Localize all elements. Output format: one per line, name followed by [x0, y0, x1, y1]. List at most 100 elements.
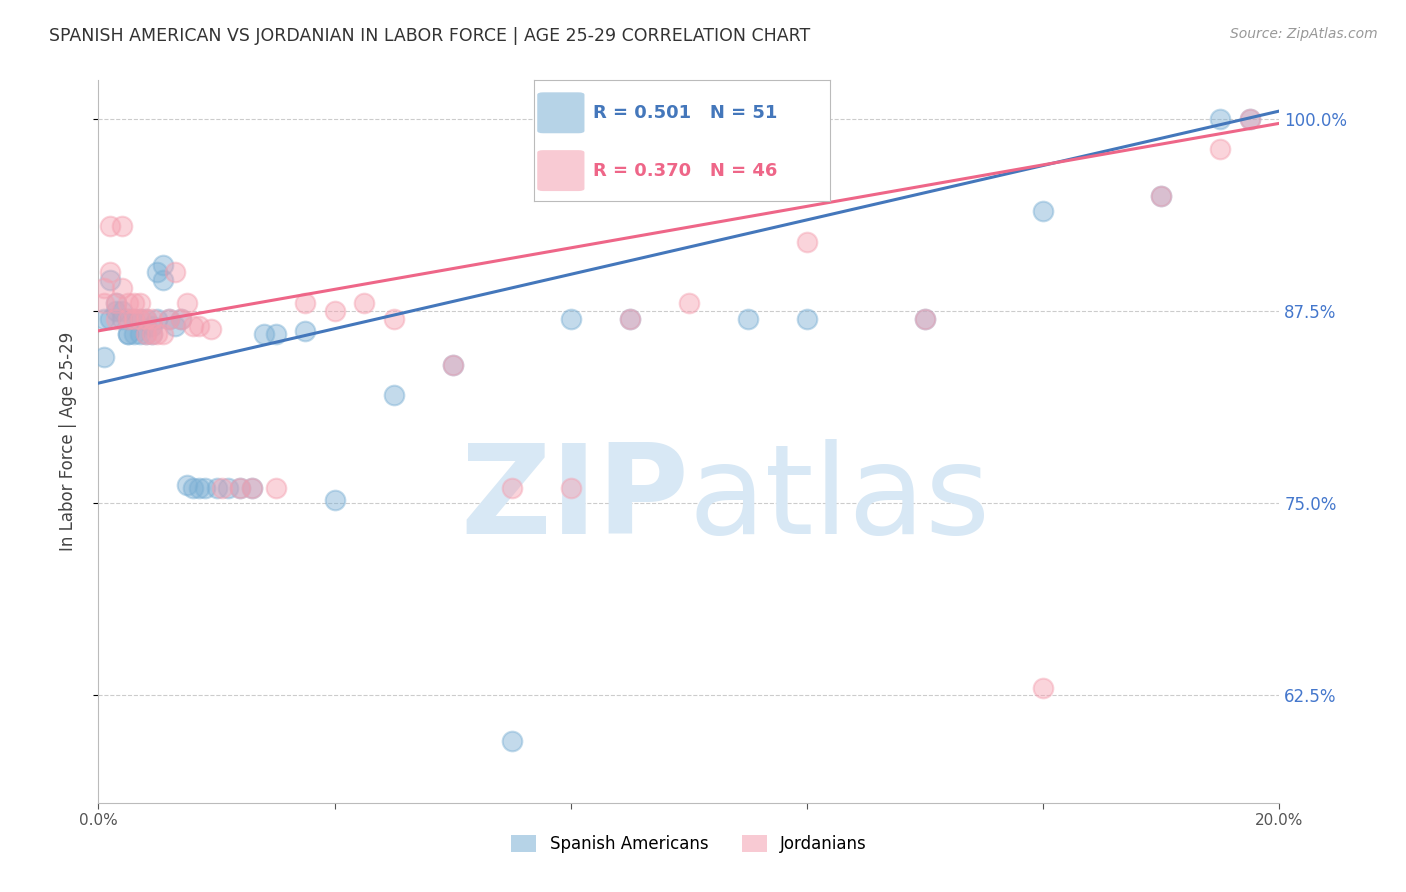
Point: [1239, 112, 1261, 126]
Point: [1032, 681, 1054, 695]
Point: [211, 481, 233, 495]
Point: [135, 326, 157, 341]
Point: [229, 481, 252, 495]
Point: [170, 311, 193, 326]
Point: [117, 311, 139, 326]
Point: [135, 326, 157, 341]
Point: [128, 296, 150, 310]
Point: [105, 304, 128, 318]
Point: [176, 477, 198, 491]
Point: [678, 296, 700, 310]
Point: [1150, 188, 1173, 202]
Point: [187, 481, 209, 495]
Point: [264, 326, 287, 341]
Point: [619, 311, 641, 326]
Point: [501, 481, 523, 495]
Point: [146, 326, 169, 341]
Y-axis label: In Labor Force | Age 25-29: In Labor Force | Age 25-29: [59, 332, 77, 551]
Point: [122, 311, 145, 326]
Legend: Spanish Americans, Jordanians: Spanish Americans, Jordanians: [505, 828, 873, 860]
Text: ZIP: ZIP: [460, 439, 689, 560]
Point: [353, 296, 375, 310]
FancyBboxPatch shape: [537, 150, 585, 191]
Point: [165, 319, 187, 334]
Point: [93, 311, 115, 326]
Point: [98, 311, 121, 326]
Text: SPANISH AMERICAN VS JORDANIAN IN LABOR FORCE | AGE 25-29 CORRELATION CHART: SPANISH AMERICAN VS JORDANIAN IN LABOR F…: [49, 27, 810, 45]
Point: [111, 219, 134, 234]
Point: [98, 265, 121, 279]
Point: [117, 326, 139, 341]
Point: [170, 311, 193, 326]
Point: [382, 311, 405, 326]
Point: [217, 481, 239, 495]
Point: [1209, 143, 1232, 157]
Point: [122, 326, 145, 341]
Point: [117, 326, 139, 341]
Point: [157, 311, 180, 326]
Point: [501, 734, 523, 748]
Point: [128, 326, 150, 341]
Point: [157, 311, 180, 326]
Point: [200, 322, 222, 336]
Point: [914, 311, 936, 326]
Point: [240, 481, 263, 495]
Point: [560, 481, 582, 495]
Point: [194, 481, 217, 495]
Point: [141, 311, 163, 326]
Point: [141, 326, 163, 341]
Point: [122, 296, 145, 310]
Point: [152, 326, 174, 341]
Point: [187, 319, 209, 334]
Point: [93, 296, 115, 310]
Point: [111, 311, 134, 326]
Point: [152, 273, 174, 287]
Point: [441, 358, 464, 372]
Point: [117, 311, 139, 326]
Point: [93, 281, 115, 295]
Point: [914, 311, 936, 326]
Point: [253, 326, 276, 341]
Point: [181, 481, 204, 495]
Point: [176, 296, 198, 310]
Point: [1032, 203, 1054, 218]
Text: atlas: atlas: [689, 439, 991, 560]
Point: [441, 358, 464, 372]
Point: [205, 481, 228, 495]
Point: [294, 296, 316, 310]
Point: [165, 265, 187, 279]
Point: [1150, 188, 1173, 202]
Point: [240, 481, 263, 495]
Point: [181, 319, 204, 334]
Point: [294, 324, 316, 338]
Point: [128, 311, 150, 326]
Point: [1209, 112, 1232, 126]
Point: [1239, 112, 1261, 126]
Point: [619, 311, 641, 326]
Point: [105, 311, 128, 326]
Text: R = 0.501   N = 51: R = 0.501 N = 51: [593, 103, 778, 122]
Point: [678, 112, 700, 126]
Point: [323, 304, 346, 318]
Point: [105, 296, 128, 310]
Point: [141, 326, 163, 341]
Point: [796, 311, 818, 326]
FancyBboxPatch shape: [537, 93, 585, 133]
Point: [93, 350, 115, 364]
Point: [382, 388, 405, 402]
Point: [98, 219, 121, 234]
Text: R = 0.370   N = 46: R = 0.370 N = 46: [593, 161, 778, 179]
Point: [117, 296, 139, 310]
Point: [128, 311, 150, 326]
Point: [135, 311, 157, 326]
Point: [560, 311, 582, 326]
Point: [135, 311, 157, 326]
Point: [111, 281, 134, 295]
Point: [146, 265, 169, 279]
Point: [111, 304, 134, 318]
Point: [229, 481, 252, 495]
Point: [105, 296, 128, 310]
Point: [141, 319, 163, 334]
Point: [98, 273, 121, 287]
Text: Source: ZipAtlas.com: Source: ZipAtlas.com: [1230, 27, 1378, 41]
